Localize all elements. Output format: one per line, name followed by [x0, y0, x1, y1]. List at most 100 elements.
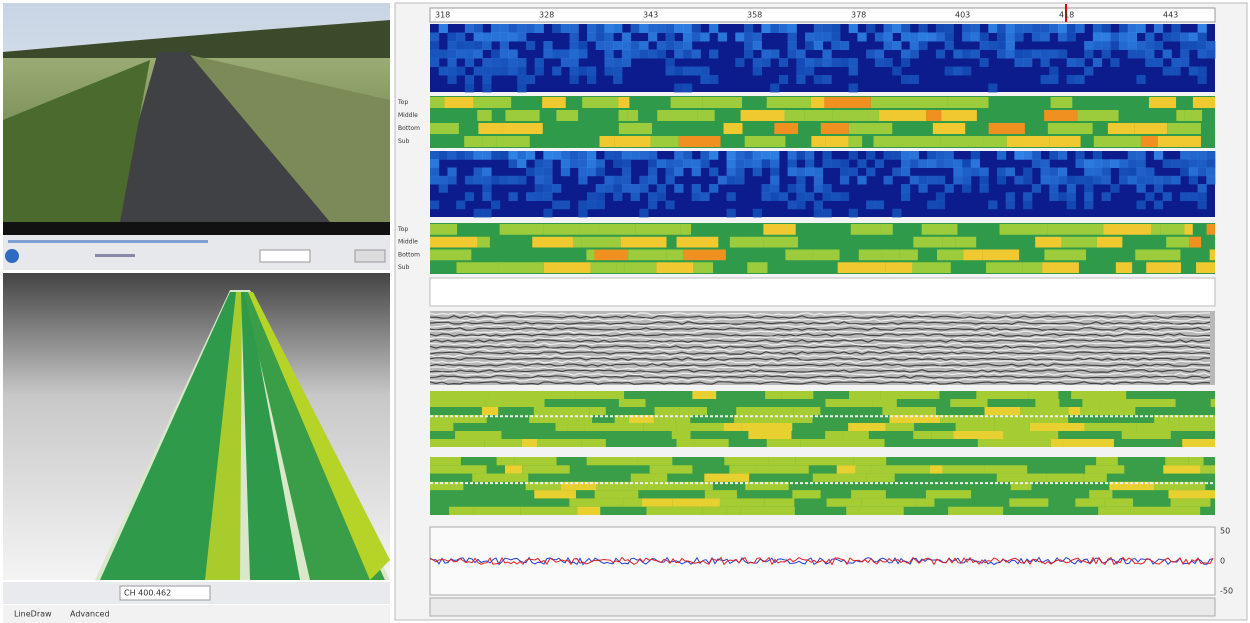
strip-cell	[430, 110, 477, 121]
heatmap-cell	[997, 168, 1006, 177]
heatmap-cell	[1049, 168, 1058, 177]
heatmap-cell	[1084, 176, 1093, 185]
taskbar-item[interactable]: Advanced	[70, 610, 110, 619]
heatmap-cell	[1032, 184, 1041, 193]
heatmap-cell	[657, 41, 666, 50]
heatmap-cell	[474, 24, 483, 33]
strip-cell	[619, 123, 652, 134]
row-label: Top	[397, 226, 408, 233]
strip-cell	[430, 136, 464, 147]
heatmap-cell	[666, 159, 675, 168]
heatmap-cell	[1128, 176, 1137, 185]
heatmap-cell	[683, 50, 692, 59]
texture-cell	[680, 407, 707, 415]
heatmap-cell	[727, 209, 736, 218]
heatmap-cell	[805, 151, 814, 160]
heatmap-cell	[936, 192, 945, 201]
heatmap-cell	[918, 184, 927, 193]
strip-cell	[607, 123, 619, 134]
texture-cell	[650, 465, 693, 473]
heatmap-cell	[666, 24, 675, 33]
heatmap-cell	[1041, 176, 1050, 185]
strip-cell	[616, 262, 624, 273]
heatmap-cell	[971, 151, 980, 160]
heatmap-cell	[814, 24, 823, 33]
strip-cell	[1022, 262, 1042, 273]
heatmap-cell	[823, 192, 832, 201]
strip-cell	[578, 110, 618, 121]
texture-cell	[873, 399, 897, 407]
texture-cell	[587, 457, 638, 465]
strip-cell	[492, 110, 506, 121]
heatmap-cell	[613, 24, 622, 33]
texture-cell	[430, 423, 453, 431]
heatmap-cell	[770, 184, 779, 193]
row-label: Middle	[398, 239, 418, 246]
heatmap-cell	[666, 33, 675, 42]
heatmap-cell	[604, 33, 613, 42]
texture-cell	[736, 407, 793, 415]
heatmap-cell	[648, 24, 657, 33]
strip-cell	[1062, 237, 1097, 248]
strip-cell	[556, 110, 578, 121]
heatmap-cell	[430, 33, 439, 42]
heatmap-cell	[666, 176, 675, 185]
heatmap-cell	[604, 151, 613, 160]
strip-cell	[922, 224, 958, 235]
texture-cell	[1022, 439, 1051, 447]
3d-view	[3, 273, 390, 580]
heatmap-cell	[840, 41, 849, 50]
heatmap-cell	[945, 41, 954, 50]
heatmap-cell	[901, 168, 910, 177]
strip-cell	[989, 97, 1031, 108]
heatmap-cell	[447, 67, 456, 76]
play-button[interactable]	[5, 249, 19, 263]
heatmap-cell	[622, 41, 631, 50]
heatmap-cell	[1023, 24, 1032, 33]
strip-cell	[546, 250, 587, 261]
axis-tick-label: 318	[435, 11, 450, 20]
heatmap-cell	[814, 58, 823, 67]
row-label: Bottom	[398, 251, 420, 258]
heatmap-cell	[901, 159, 910, 168]
heatmap-cell	[482, 151, 491, 160]
heatmap-cell	[648, 33, 657, 42]
heatmap-cell	[1198, 24, 1207, 33]
heatmap-cell	[604, 41, 613, 50]
heatmap-cell	[945, 184, 954, 193]
heatmap-cell	[1102, 24, 1111, 33]
heatmap-cell	[439, 67, 448, 76]
texture-cell	[497, 457, 515, 465]
strip-cell	[683, 250, 726, 261]
heatmap-cell	[700, 75, 709, 84]
texture-cell	[1182, 439, 1215, 447]
heatmap-cell	[997, 33, 1006, 42]
strip-cell	[726, 250, 753, 261]
heatmap-cell	[805, 168, 814, 177]
heatmap-cell	[840, 176, 849, 185]
texture-cell	[848, 423, 886, 431]
strip-cell	[1079, 262, 1116, 273]
taskbar-item[interactable]: LineDraw	[14, 610, 52, 619]
texture-cell	[1075, 498, 1105, 506]
heatmap-cell	[840, 192, 849, 201]
heatmap-cell	[430, 41, 439, 50]
heatmap-cell	[962, 50, 971, 59]
heatmap-cell	[1084, 50, 1093, 59]
strip-cell	[430, 262, 456, 273]
heatmap-cell	[1049, 67, 1058, 76]
strip-cell	[580, 224, 600, 235]
heatmap-cell	[622, 184, 631, 193]
heatmap-cell	[1093, 168, 1102, 177]
heatmap-cell	[857, 159, 866, 168]
heatmap-cell	[578, 67, 587, 76]
heatmap-cell	[910, 41, 919, 50]
heatmap-cell	[727, 168, 736, 177]
heatmap-cell	[814, 184, 823, 193]
heatmap-cell	[1189, 168, 1198, 177]
heatmap-cell	[1075, 58, 1084, 67]
heatmap-cell	[587, 168, 596, 177]
heatmap-cell	[1180, 168, 1189, 177]
heatmap-cell	[526, 41, 535, 50]
heatmap-cell	[482, 184, 491, 193]
